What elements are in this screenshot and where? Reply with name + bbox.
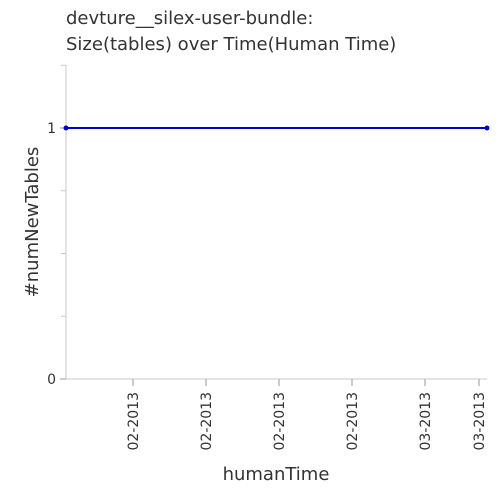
series-point-0-0 — [63, 125, 69, 131]
plot-area: 01 02-2013 02-2013 02-2013 02-2013 03-2013 03… — [47, 64, 490, 451]
x-tick-label-2: 02-2013 — [272, 392, 288, 451]
y-tick-label-1: 1 — [47, 121, 56, 137]
x-tick-label-3: 02-2013 — [345, 392, 361, 451]
chart-subtitle-line-2: Size(tables) over Time(Human Time) — [66, 34, 396, 55]
series-layer — [63, 125, 490, 131]
y-tick-label-0: 0 — [47, 372, 56, 388]
x-tick-label-1: 02-2013 — [199, 392, 215, 451]
x-tick-label-5: 03-2013 — [472, 392, 488, 451]
y-ticks: 01 — [47, 64, 66, 388]
x-tick-label-4: 03-2013 — [418, 392, 434, 451]
x-axis-label: humanTime — [223, 464, 330, 485]
chart-title-line-1: devture__silex-user-bundle: — [66, 8, 313, 29]
series-point-0-1 — [484, 125, 490, 131]
chart-title: devture__silex-user-bundle: Size(tables)… — [66, 8, 396, 55]
x-ticks: 02-2013 02-2013 02-2013 02-2013 03-2013 03-20… — [126, 379, 488, 451]
x-tick-label-0: 02-2013 — [126, 392, 142, 451]
y-axis-label: #numNewTables — [22, 147, 43, 298]
